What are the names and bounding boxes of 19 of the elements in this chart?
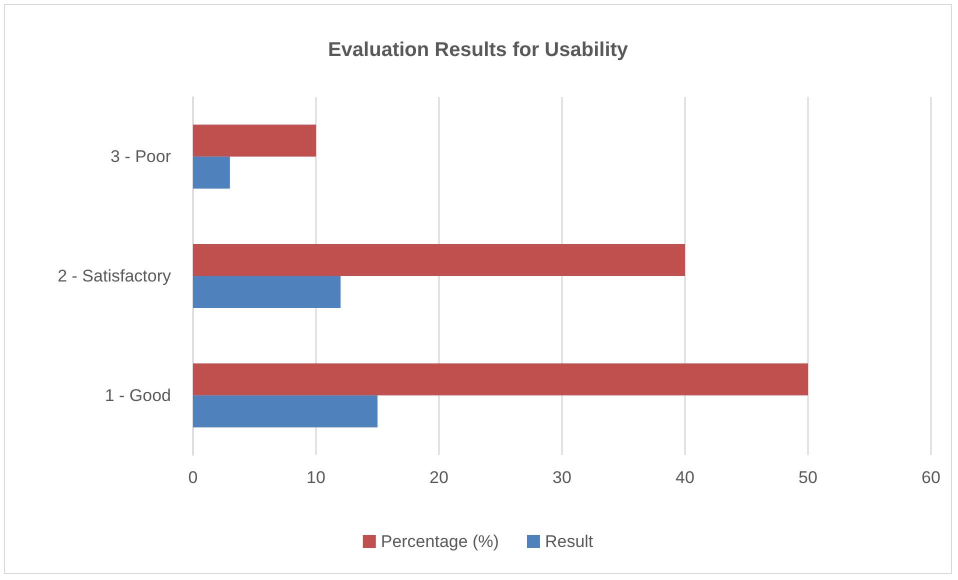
- x-tick-label: 60: [922, 468, 940, 487]
- bar: [193, 156, 230, 189]
- x-tick-label: 20: [430, 468, 448, 487]
- x-tick-label: 30: [552, 468, 572, 487]
- x-tick-label: 10: [306, 468, 326, 487]
- x-tick-label: 50: [798, 468, 818, 487]
- bar: [193, 244, 685, 276]
- x-tick-label: 0: [188, 468, 198, 487]
- bar: [193, 395, 378, 428]
- x-tick-label: 40: [676, 468, 694, 487]
- bar: [193, 124, 316, 157]
- y-tick-label: 2 - Satisfactory: [58, 266, 172, 286]
- bar: [193, 276, 341, 308]
- bar: [193, 363, 808, 396]
- legend-label: Percentage (%): [380, 532, 499, 551]
- legend-label: Result: [544, 532, 594, 551]
- y-tick-label: 3 - Poor: [110, 147, 172, 166]
- y-tick-label: 1 - Good: [104, 386, 171, 405]
- chart-title: Evaluation Results for Usability: [328, 39, 629, 61]
